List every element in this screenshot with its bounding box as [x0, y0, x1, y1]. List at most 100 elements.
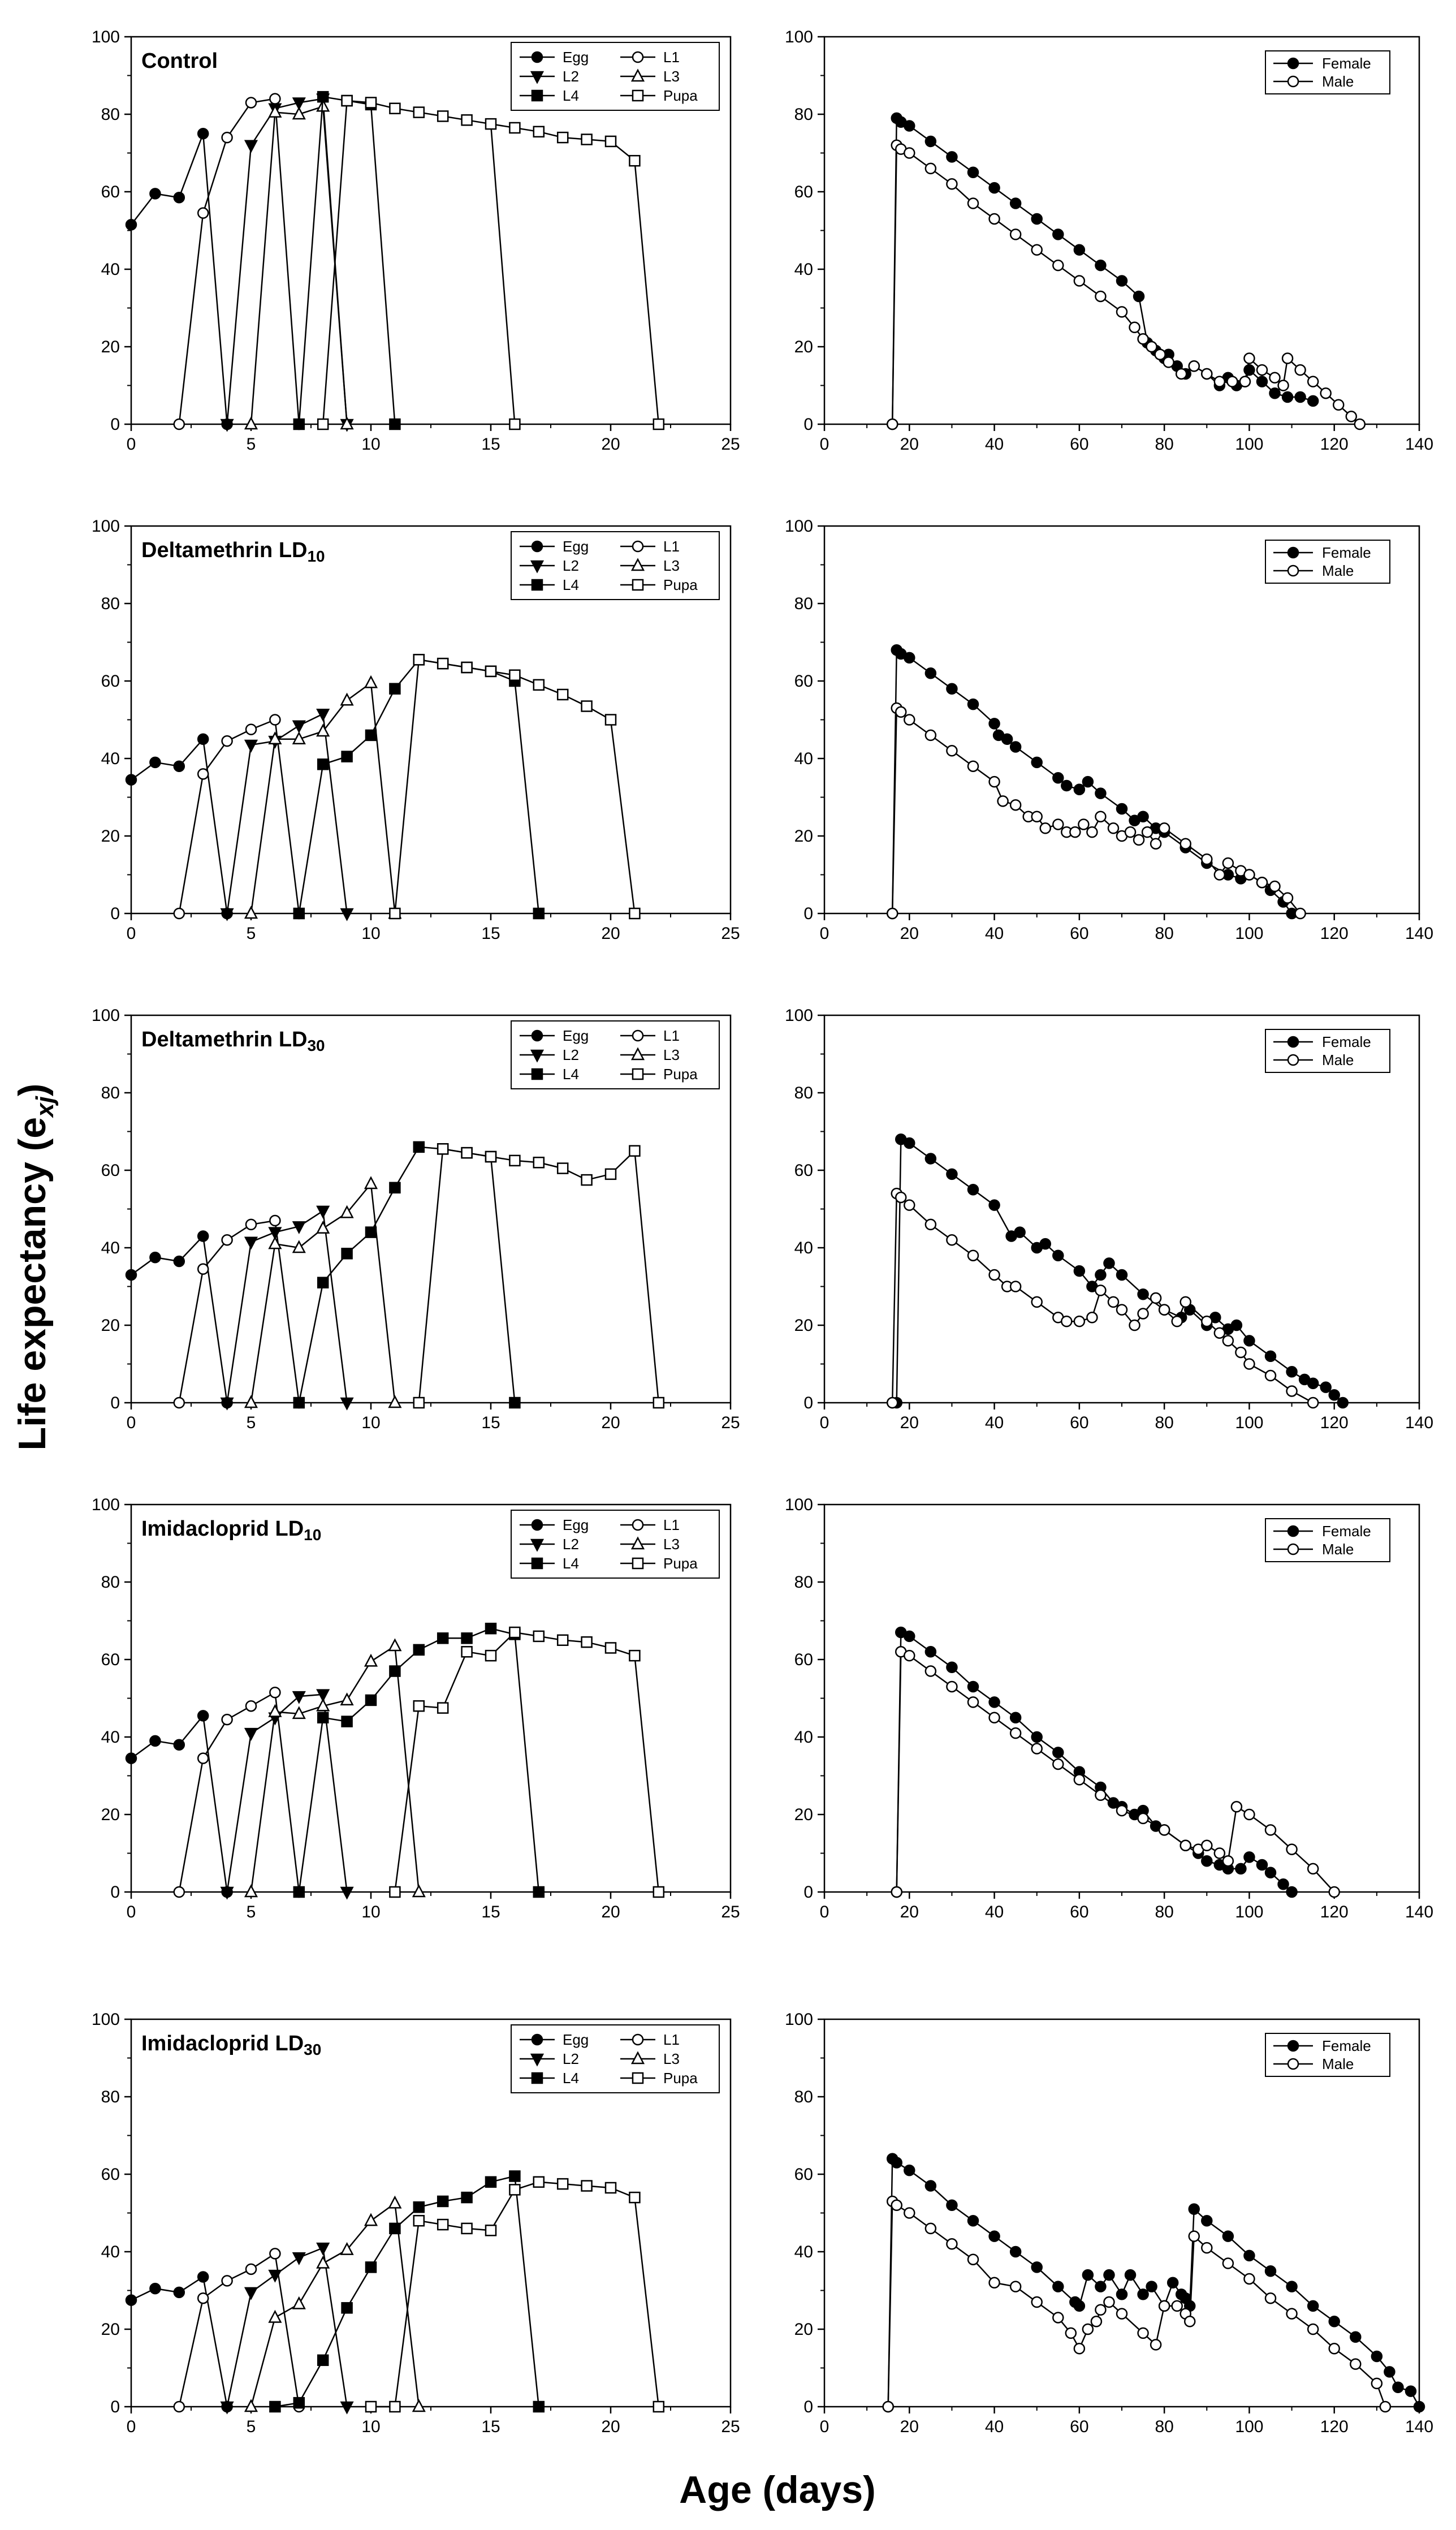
legend-marker [1287, 75, 1299, 88]
data-point [895, 706, 907, 718]
data-point [244, 2287, 258, 2300]
data-point [1073, 1315, 1086, 1328]
y-tick-label: 60 [101, 1650, 120, 1669]
x-tick-label: 25 [721, 435, 740, 454]
data-point [904, 1137, 915, 1149]
legend: Egg L1 L2 L3 L4 Pupa [511, 1510, 720, 1579]
data-point [1095, 787, 1107, 799]
data-point [1116, 1304, 1128, 1316]
data-point [340, 908, 354, 921]
legend-marker [530, 1049, 545, 1063]
x-tick-label: 80 [1155, 924, 1173, 943]
data-point [1116, 1804, 1128, 1817]
data-point [317, 758, 329, 770]
y-tick-label: 80 [101, 1573, 120, 1592]
data-point [1052, 1249, 1064, 1261]
data-point [1243, 1335, 1255, 1347]
data-point [1146, 341, 1157, 353]
y-tick-label: 0 [110, 2398, 120, 2416]
data-point [1222, 1855, 1234, 1867]
legend-marker [632, 2072, 644, 2084]
y-tick-label: 20 [794, 827, 813, 846]
data-point [1031, 1731, 1043, 1743]
data-point [269, 1214, 281, 1227]
legend-marker [531, 89, 543, 102]
x-tick-label: 5 [247, 1903, 256, 1921]
data-point [1328, 1886, 1340, 1898]
data-point [388, 1638, 402, 1652]
series-egg [125, 1230, 233, 1409]
data-point [967, 1184, 979, 1196]
data-point [604, 1168, 617, 1180]
data-point [1124, 2269, 1137, 2281]
data-point [1264, 1867, 1277, 1878]
data-point [461, 1632, 473, 1644]
data-point [292, 97, 306, 111]
data-point [269, 2400, 281, 2413]
data-point [1269, 880, 1281, 893]
legend-label: Male [1322, 2055, 1354, 2072]
data-point [1175, 368, 1187, 380]
data-point [1201, 368, 1213, 380]
x-tick-label: 140 [1405, 1413, 1433, 1432]
series-female [886, 1133, 1349, 1409]
data-point [967, 2214, 979, 2227]
x-tick-label: 120 [1320, 924, 1349, 943]
data-point [437, 1702, 449, 1714]
data-point [533, 679, 545, 691]
legend-box [1265, 2033, 1390, 2077]
series-l2 [220, 2242, 354, 2415]
x-tick-label: 20 [601, 924, 620, 943]
data-point [1039, 822, 1051, 834]
x-tick-label: 0 [127, 1903, 136, 1921]
data-point [1073, 1774, 1086, 1786]
legend-marker [630, 558, 645, 571]
data-point [1243, 869, 1255, 881]
data-point [533, 126, 545, 138]
data-point [509, 2184, 521, 2196]
data-point [1294, 907, 1306, 920]
data-point [1009, 1281, 1022, 1292]
data-point [533, 2400, 545, 2413]
data-point [412, 1884, 426, 1898]
legend-marker [531, 2033, 543, 2046]
data-point [604, 714, 617, 726]
y-tick-label: 100 [92, 28, 120, 46]
data-point [173, 2286, 185, 2299]
data-point [1158, 2300, 1170, 2312]
legend-label: Egg [563, 2031, 589, 2048]
data-point [1264, 1350, 1277, 1363]
data-point [1158, 1824, 1170, 1836]
y-tick-label: 60 [794, 1161, 813, 1180]
x-tick-label: 40 [985, 1413, 1004, 1432]
series-l1 [173, 1214, 305, 1409]
series-male [886, 1187, 1319, 1409]
data-point [316, 1205, 330, 1219]
data-point [316, 2255, 330, 2269]
y-tick-label: 20 [101, 1316, 120, 1335]
data-point [1180, 1839, 1191, 1852]
data-point [946, 745, 958, 757]
x-tick-label: 20 [601, 1413, 620, 1432]
data-point [1150, 1292, 1162, 1304]
data-point [1069, 826, 1081, 838]
data-point [1307, 2300, 1319, 2312]
data-point [904, 120, 915, 132]
x-tick-label: 80 [1155, 435, 1173, 454]
data-point [946, 683, 958, 695]
data-point [1095, 1285, 1107, 1296]
data-point [1264, 1369, 1277, 1382]
data-point [1269, 387, 1281, 399]
y-tick-label: 0 [110, 1394, 120, 1412]
data-point [509, 1397, 521, 1409]
series-line [298, 658, 540, 914]
data-point [1286, 1886, 1298, 1898]
data-point [1009, 2281, 1022, 2292]
data-point [389, 418, 401, 430]
data-point [244, 1727, 258, 1741]
legend: Egg L1 L2 L3 L4 Pupa [511, 1020, 720, 1089]
data-point [1009, 799, 1022, 811]
series-female [886, 112, 1319, 430]
